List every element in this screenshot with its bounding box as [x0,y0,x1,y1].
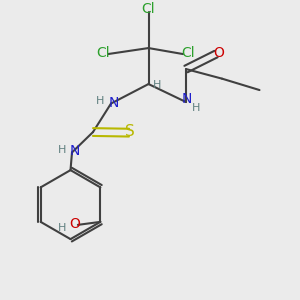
Text: H: H [58,223,67,233]
Text: N: N [109,96,119,110]
Text: O: O [214,46,224,60]
Text: H: H [191,103,200,113]
Text: O: O [69,217,80,231]
Text: H: H [58,145,66,155]
Text: Cl: Cl [181,46,195,61]
Text: H: H [153,80,161,90]
Text: N: N [69,144,80,158]
Text: Cl: Cl [96,46,110,60]
Text: N: N [182,92,192,106]
Text: Cl: Cl [142,2,155,16]
Text: H: H [95,95,104,106]
Text: S: S [125,124,135,139]
